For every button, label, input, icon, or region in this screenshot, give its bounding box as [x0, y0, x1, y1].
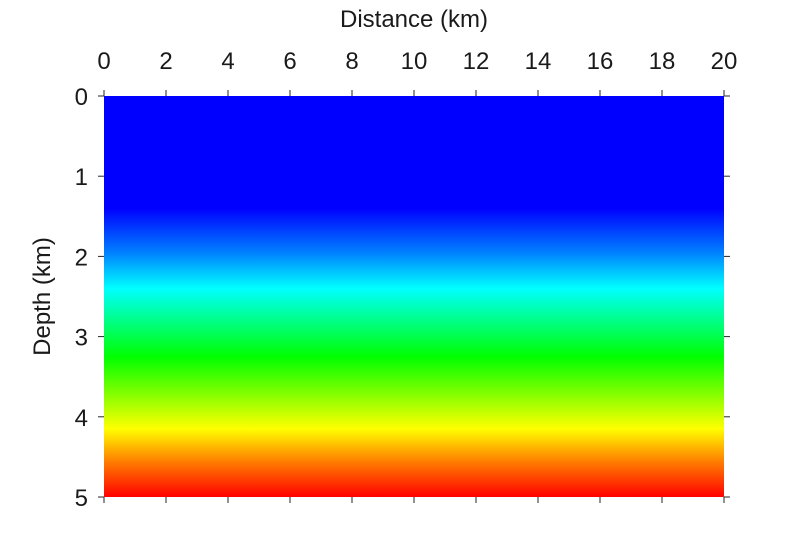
- y-tick-label: 2: [75, 244, 88, 271]
- y-tick-label: 1: [75, 164, 88, 191]
- x-tick-label: 4: [221, 48, 234, 75]
- x-tick-label: 20: [711, 48, 738, 75]
- y-axis: 0 1 2 3 4 5: [75, 84, 730, 512]
- x-tick-label: 16: [587, 48, 614, 75]
- x-tick-label: 8: [345, 48, 358, 75]
- x-tick-label: 18: [649, 48, 676, 75]
- x-tick-label: 6: [283, 48, 296, 75]
- y-axis-label: Depth (km): [29, 237, 56, 356]
- y-tick-label: 5: [75, 485, 88, 512]
- y-tick-label: 0: [75, 84, 88, 111]
- velocity-field: [104, 96, 724, 497]
- x-tick-label: 2: [159, 48, 172, 75]
- x-tick-label: 0: [97, 48, 110, 75]
- y-tick-label: 4: [75, 405, 88, 432]
- x-tick-label: 10: [401, 48, 428, 75]
- x-axis-label: Distance (km): [340, 6, 488, 33]
- y-tick-label: 3: [75, 325, 88, 352]
- x-tick-label: 14: [525, 48, 552, 75]
- x-axis: 0 2 4 6 8 10 12 14 16 18 20: [97, 48, 737, 503]
- x-tick-label: 12: [463, 48, 490, 75]
